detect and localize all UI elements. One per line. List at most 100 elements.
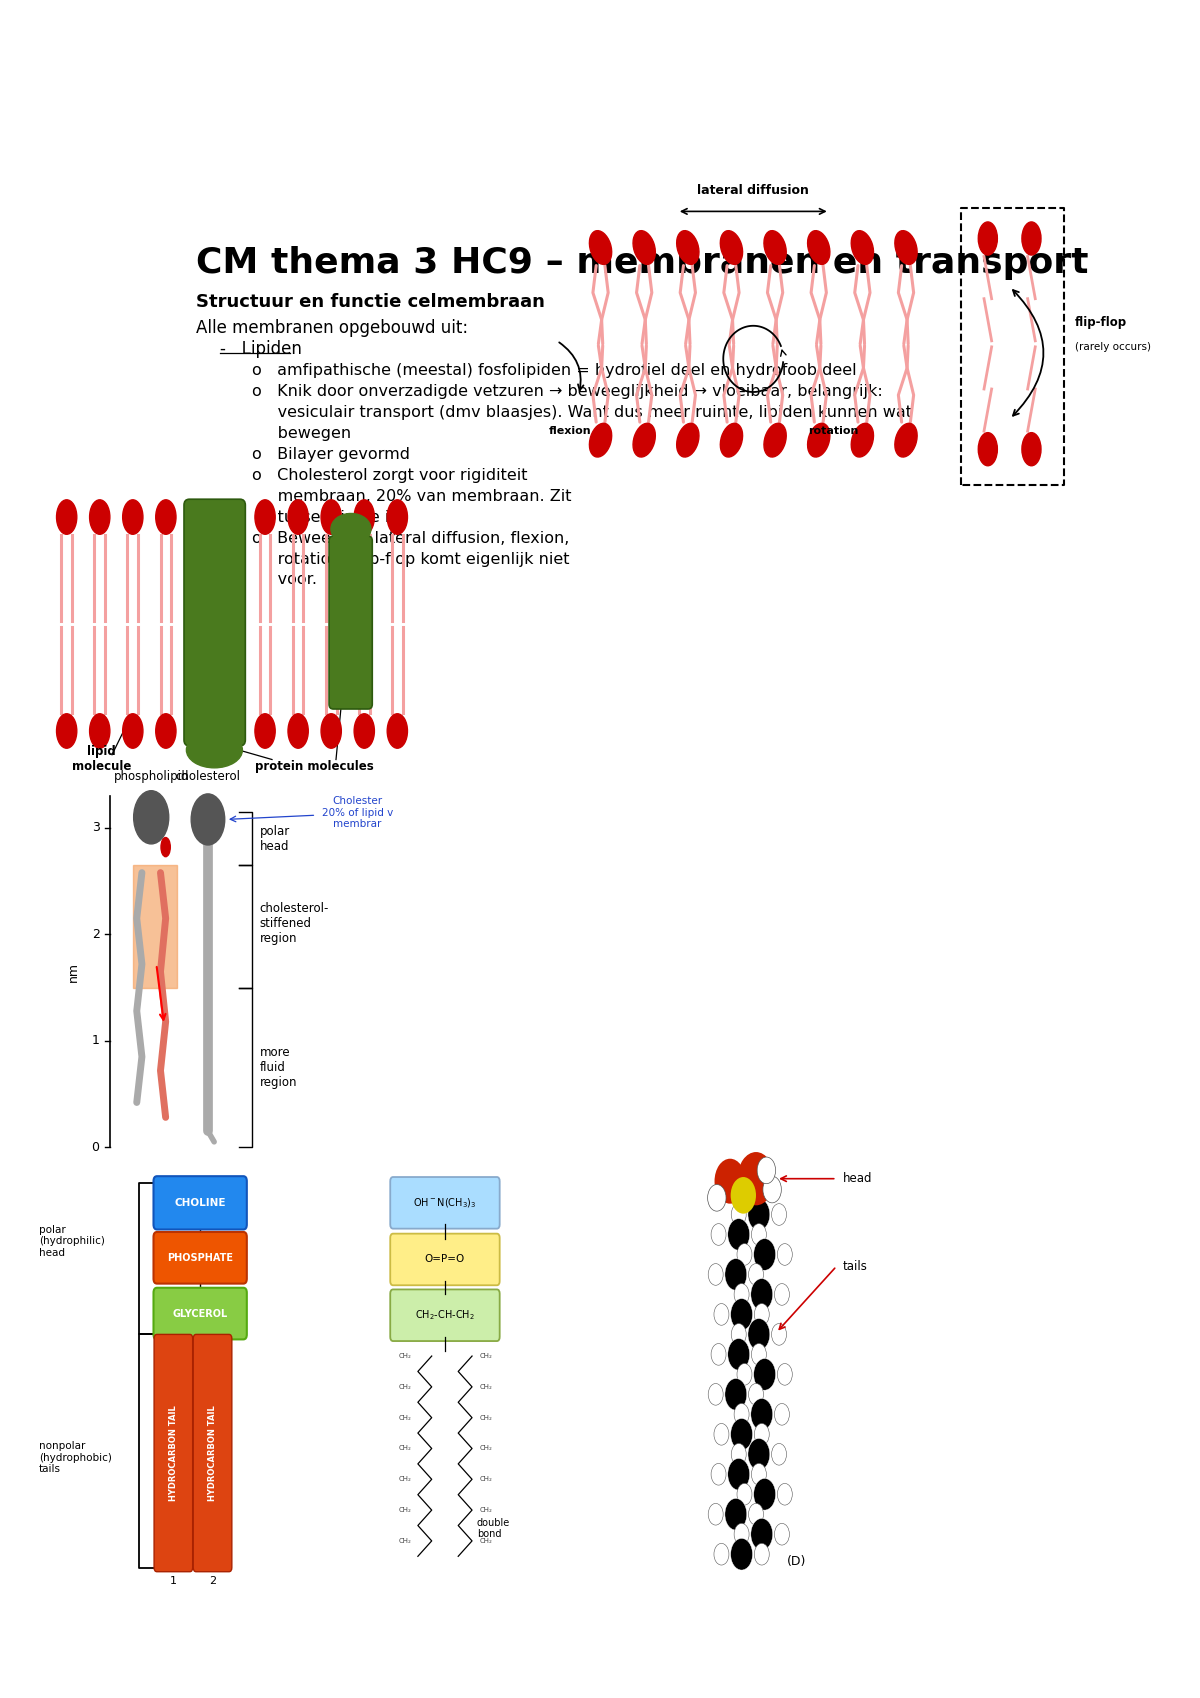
- Ellipse shape: [720, 423, 743, 457]
- Text: more
fluid
region: more fluid region: [259, 1046, 298, 1088]
- Text: head: head: [842, 1172, 872, 1185]
- Circle shape: [714, 1423, 728, 1445]
- Circle shape: [774, 1284, 790, 1306]
- Circle shape: [731, 1204, 746, 1226]
- Circle shape: [754, 1238, 775, 1270]
- Ellipse shape: [288, 499, 308, 535]
- Text: o   Cholesterol zorgt voor rigiditeit: o Cholesterol zorgt voor rigiditeit: [252, 469, 528, 482]
- Ellipse shape: [895, 423, 917, 457]
- Ellipse shape: [1022, 222, 1042, 255]
- Text: 0: 0: [91, 1141, 100, 1153]
- Ellipse shape: [254, 499, 275, 535]
- Text: 2: 2: [209, 1576, 216, 1586]
- Ellipse shape: [133, 791, 169, 844]
- Ellipse shape: [1022, 433, 1042, 465]
- Text: CH₂: CH₂: [480, 1538, 493, 1543]
- Circle shape: [712, 1464, 726, 1486]
- FancyBboxPatch shape: [154, 1233, 247, 1284]
- Ellipse shape: [851, 231, 874, 265]
- Circle shape: [751, 1343, 767, 1365]
- Ellipse shape: [222, 499, 242, 535]
- Ellipse shape: [388, 713, 408, 749]
- Ellipse shape: [978, 222, 997, 255]
- Text: lipid
molecule: lipid molecule: [72, 745, 131, 773]
- Circle shape: [748, 1319, 770, 1350]
- Text: CH₂: CH₂: [480, 1414, 493, 1421]
- Circle shape: [751, 1399, 773, 1430]
- Text: rotation. Flip-flop komt eigenlijk niet: rotation. Flip-flop komt eigenlijk niet: [252, 552, 570, 567]
- Ellipse shape: [354, 713, 374, 749]
- Circle shape: [755, 1423, 769, 1445]
- Text: CM thema 3 HC9 – membranen en transport: CM thema 3 HC9 – membranen en transport: [197, 246, 1090, 280]
- Text: 1: 1: [170, 1576, 176, 1586]
- Circle shape: [731, 1443, 746, 1465]
- Ellipse shape: [354, 499, 374, 535]
- FancyBboxPatch shape: [390, 1177, 499, 1229]
- Text: nm: nm: [67, 961, 80, 981]
- Ellipse shape: [56, 499, 77, 535]
- Ellipse shape: [634, 423, 655, 457]
- Circle shape: [731, 1538, 752, 1571]
- Circle shape: [737, 1363, 752, 1386]
- Ellipse shape: [808, 423, 830, 457]
- Text: CH₂: CH₂: [398, 1414, 412, 1421]
- Ellipse shape: [188, 713, 209, 749]
- Text: GLYCEROL: GLYCEROL: [173, 1309, 228, 1319]
- Text: o   Knik door onverzadigde vetzuren → beweeglijkheid → vloeibaar, belangrijk:: o Knik door onverzadigde vetzuren → bewe…: [252, 384, 883, 399]
- Ellipse shape: [808, 231, 830, 265]
- Text: Structuur en functie celmembraan: Structuur en functie celmembraan: [197, 292, 545, 311]
- Circle shape: [731, 1299, 752, 1330]
- Circle shape: [727, 1338, 750, 1370]
- Ellipse shape: [677, 423, 698, 457]
- Ellipse shape: [186, 732, 242, 767]
- Text: protein molecules: protein molecules: [256, 759, 374, 773]
- Circle shape: [714, 1304, 728, 1324]
- Ellipse shape: [254, 713, 275, 749]
- Text: tails: tails: [842, 1260, 868, 1272]
- Ellipse shape: [322, 499, 341, 535]
- Ellipse shape: [677, 231, 698, 265]
- Ellipse shape: [90, 499, 110, 535]
- Circle shape: [774, 1404, 790, 1425]
- Ellipse shape: [322, 713, 341, 749]
- Ellipse shape: [764, 423, 786, 457]
- Ellipse shape: [288, 713, 308, 749]
- Circle shape: [751, 1518, 773, 1550]
- FancyBboxPatch shape: [154, 1177, 247, 1229]
- Ellipse shape: [764, 231, 786, 265]
- Text: voor.: voor.: [252, 572, 317, 588]
- Text: o   amfipathische (meestal) fosfolipiden = hydrofiel deel en hydrofoob deel: o amfipathische (meestal) fosfolipiden =…: [252, 363, 857, 379]
- Text: tussen lipide in.: tussen lipide in.: [252, 509, 406, 525]
- Ellipse shape: [156, 499, 176, 535]
- Circle shape: [731, 1418, 752, 1450]
- Ellipse shape: [122, 499, 143, 535]
- Ellipse shape: [720, 231, 743, 265]
- Circle shape: [748, 1199, 770, 1231]
- Circle shape: [754, 1479, 775, 1510]
- Text: CH₂: CH₂: [398, 1476, 412, 1482]
- Circle shape: [772, 1443, 786, 1465]
- Circle shape: [749, 1503, 763, 1525]
- FancyBboxPatch shape: [193, 1335, 232, 1572]
- Text: lateral diffusion: lateral diffusion: [697, 185, 809, 197]
- Circle shape: [778, 1243, 792, 1265]
- FancyBboxPatch shape: [154, 1287, 247, 1340]
- Circle shape: [725, 1498, 746, 1530]
- Text: cholesterol-
stiffened
region: cholesterol- stiffened region: [259, 902, 329, 946]
- Text: CH₂: CH₂: [398, 1508, 412, 1513]
- FancyBboxPatch shape: [390, 1289, 499, 1341]
- Circle shape: [714, 1543, 728, 1566]
- Circle shape: [708, 1384, 724, 1406]
- Text: CH₂: CH₂: [398, 1384, 412, 1391]
- Text: CH₂: CH₂: [480, 1508, 493, 1513]
- Circle shape: [748, 1438, 770, 1470]
- Text: rotation: rotation: [808, 426, 858, 436]
- Text: membraan, 20% van membraan. Zit: membraan, 20% van membraan. Zit: [252, 489, 571, 504]
- Text: cholesterol: cholesterol: [175, 771, 240, 783]
- Circle shape: [708, 1263, 724, 1285]
- Text: CH$_2$-CH-CH$_2$: CH$_2$-CH-CH$_2$: [415, 1309, 475, 1323]
- Text: flexion: flexion: [548, 426, 592, 436]
- Text: HYDROCARBON TAIL: HYDROCARBON TAIL: [208, 1406, 217, 1501]
- Text: o   Beweeglijk: lateral diffusion, flexion,: o Beweeglijk: lateral diffusion, flexion…: [252, 530, 570, 545]
- Text: CH₂: CH₂: [480, 1445, 493, 1452]
